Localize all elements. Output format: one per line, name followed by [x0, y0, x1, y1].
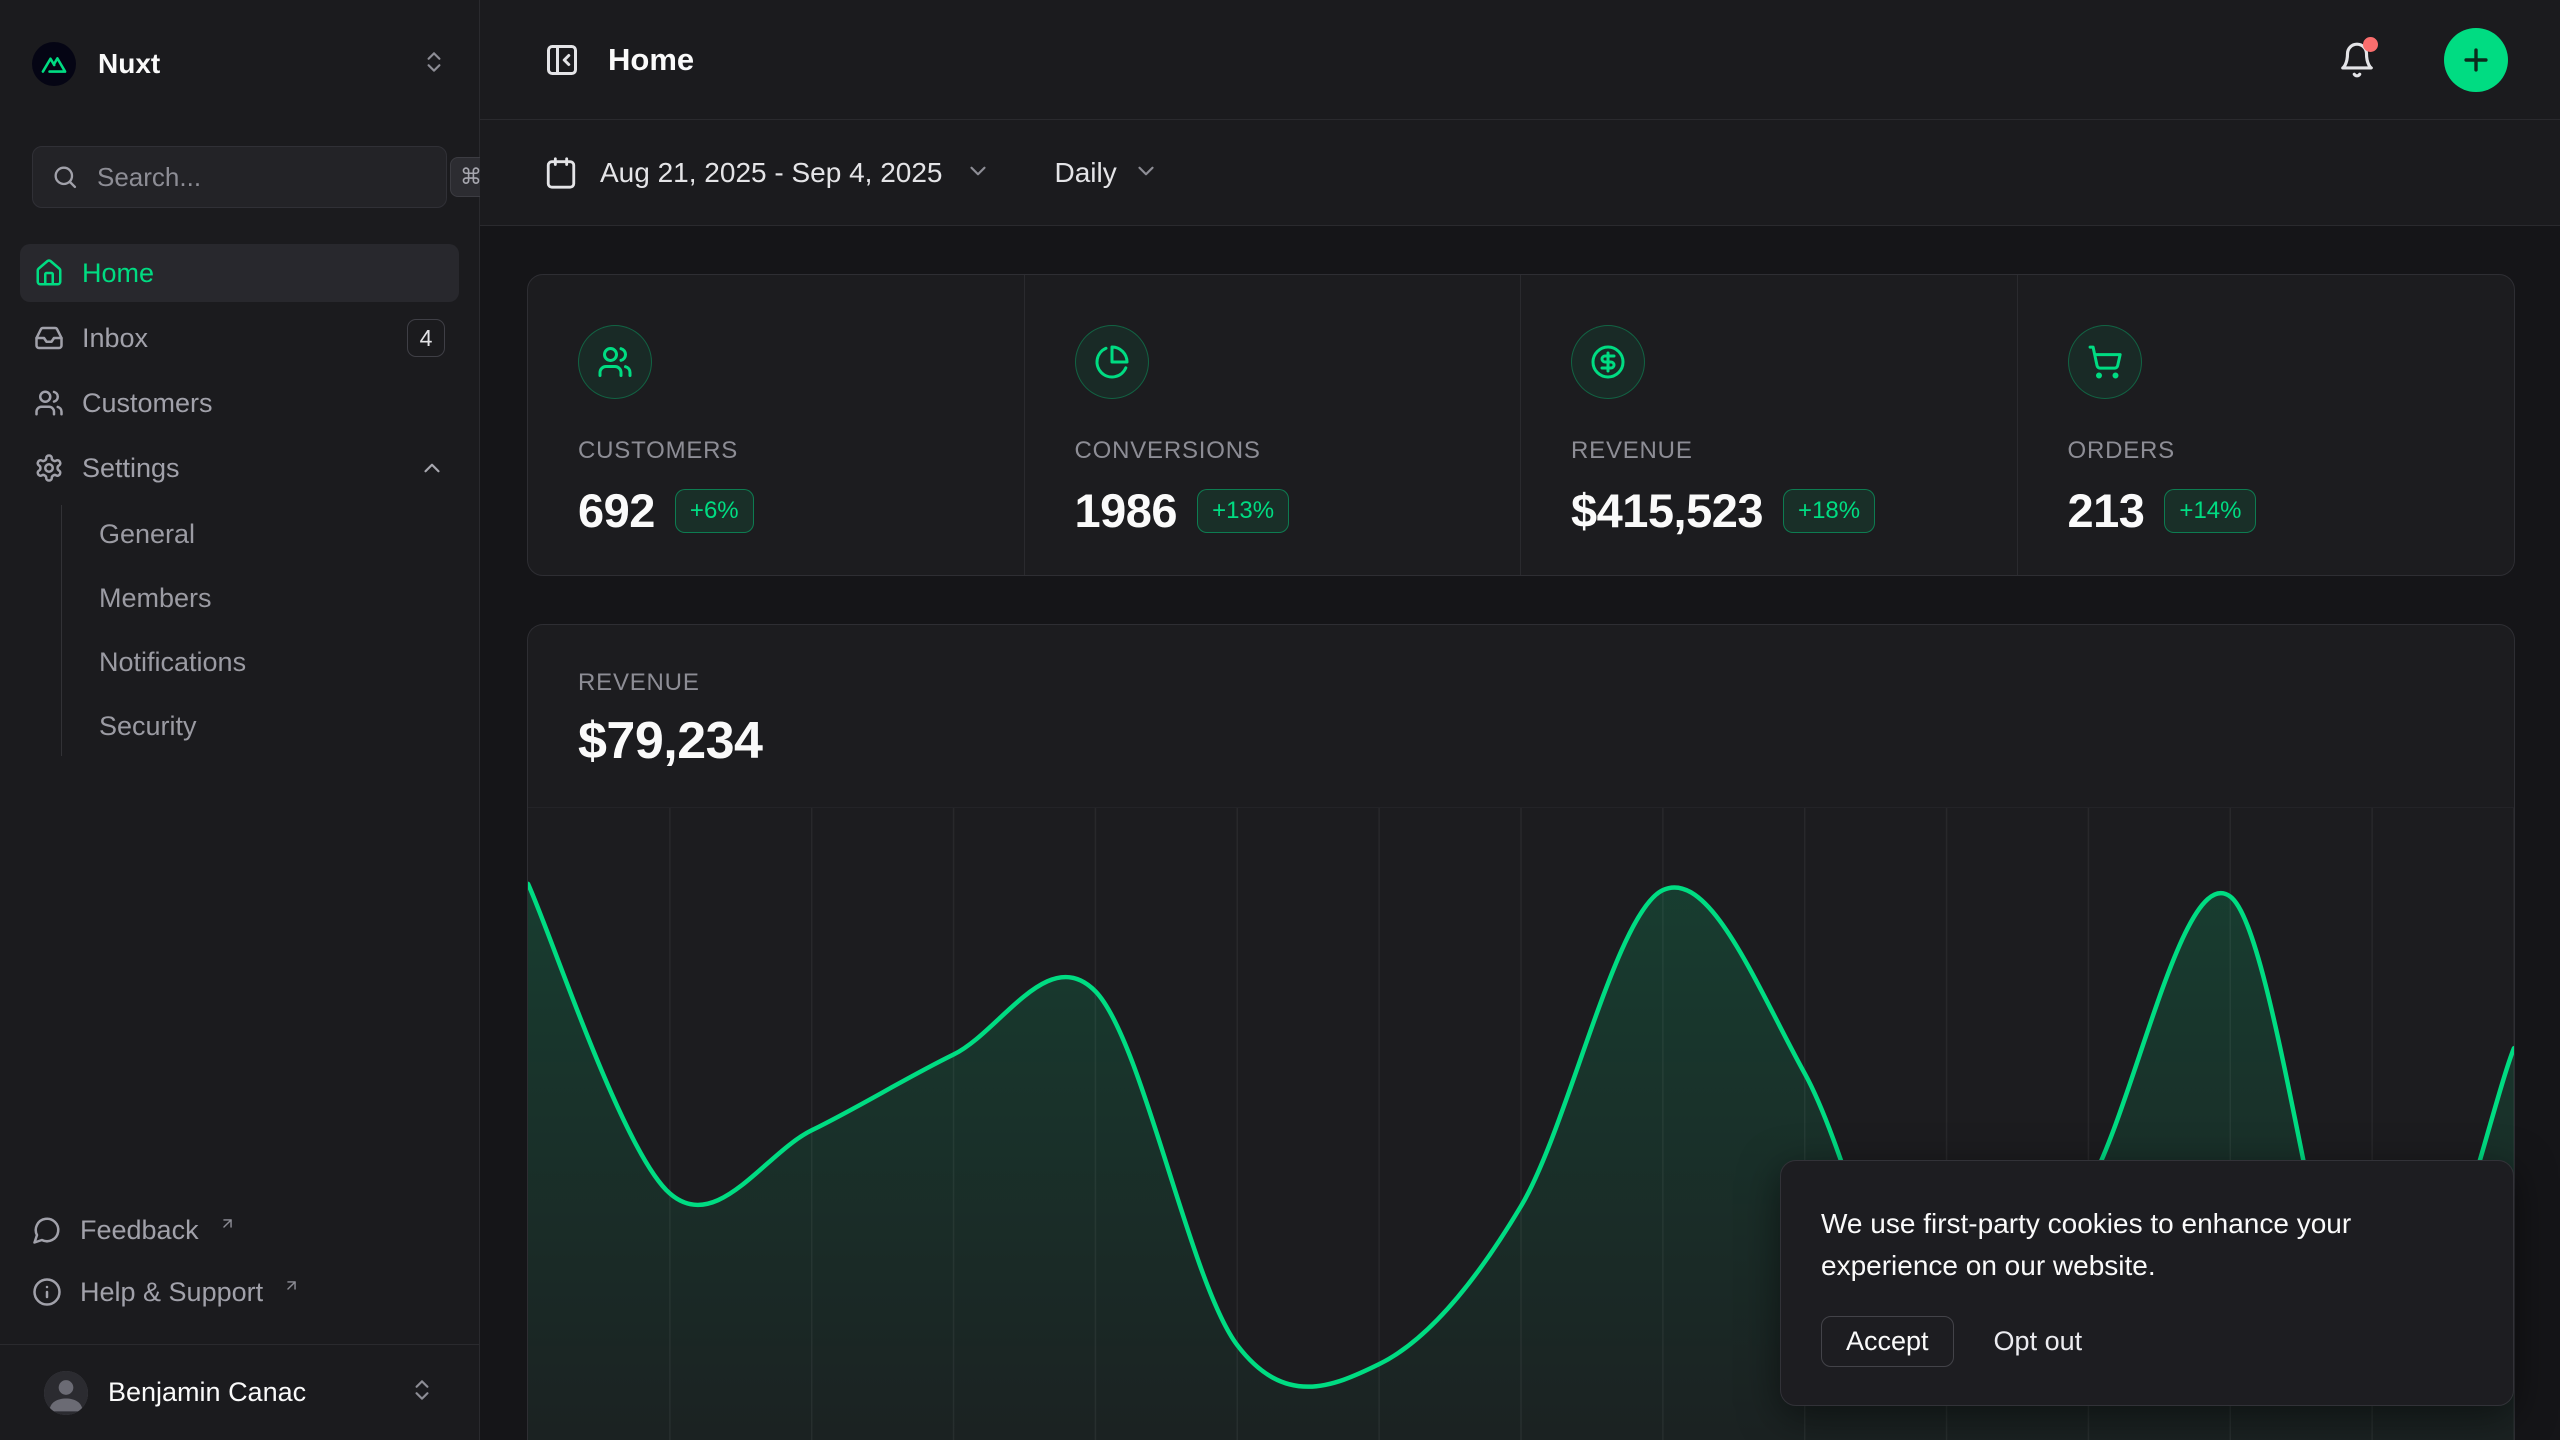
nuxt-logo-icon [32, 42, 76, 86]
chevrons-up-down-icon [409, 1377, 435, 1408]
accept-button[interactable]: Accept [1821, 1316, 1954, 1367]
date-range-picker[interactable]: Aug 21, 2025 - Sep 4, 2025 [544, 154, 991, 191]
chevrons-up-down-icon [421, 49, 447, 80]
chevron-down-icon [1133, 158, 1159, 191]
stat-value: 692 [578, 483, 655, 538]
stat-delta-badge: +14% [2164, 489, 2256, 533]
team-switcher[interactable]: Nuxt [20, 28, 459, 100]
date-range-value: Aug 21, 2025 - Sep 4, 2025 [600, 157, 943, 189]
sidebar-item-label: Inbox [82, 323, 389, 354]
sidebar-nav: Home Inbox 4 Customers Settings [20, 244, 459, 497]
feedback-link[interactable]: Feedback [32, 1204, 447, 1256]
inbox-count-badge: 4 [407, 319, 445, 357]
plus-icon [2459, 43, 2493, 77]
opt-out-button[interactable]: Opt out [1990, 1317, 2087, 1366]
sidebar-item-security[interactable]: Security [93, 697, 459, 756]
info-circle-icon [32, 1277, 62, 1307]
stats-card: CUSTOMERS 692 +6% CONVERSIONS 1986 +13% [527, 274, 2515, 576]
stat-revenue[interactable]: REVENUE $415,523 +18% [1521, 275, 2018, 575]
granularity-value: Daily [1055, 157, 1117, 189]
users-icon [34, 388, 64, 418]
sidebar-item-label: Settings [82, 453, 401, 484]
sidebar-collapse-icon[interactable] [544, 42, 580, 78]
external-link-icon [283, 1270, 300, 1301]
home-icon [34, 258, 64, 288]
notifications-button[interactable] [2338, 41, 2376, 79]
help-support-link[interactable]: Help & Support [32, 1266, 447, 1318]
sidebar: Nuxt ⌘ K Home Inbo [0, 0, 480, 1440]
stat-label: ORDERS [2068, 437, 2465, 465]
user-name: Benjamin Canac [108, 1377, 389, 1408]
sidebar-item-notifications[interactable]: Notifications [93, 633, 459, 692]
sidebar-item-general[interactable]: General [93, 505, 459, 564]
sidebar-item-settings[interactable]: Settings [20, 439, 459, 497]
sidebar-item-label: Home [82, 258, 445, 289]
dashboard-page: Nuxt ⌘ K Home Inbo [0, 0, 2560, 1440]
granularity-select[interactable]: Daily [1055, 154, 1159, 191]
stat-delta-badge: +6% [675, 489, 754, 533]
search-input[interactable] [97, 162, 432, 193]
dollar-circle-icon [1571, 325, 1645, 399]
cookie-banner: We use first-party cookies to enhance yo… [1780, 1160, 2514, 1406]
chevron-down-icon [965, 158, 991, 191]
users-icon [578, 325, 652, 399]
stat-orders[interactable]: ORDERS 213 +14% [2018, 275, 2515, 575]
add-button[interactable] [2444, 28, 2508, 92]
external-link-icon [219, 1208, 236, 1239]
filter-bar: Aug 21, 2025 - Sep 4, 2025 Daily [480, 120, 2560, 226]
settings-subtree: General Members Notifications Security [61, 505, 459, 756]
avatar [44, 1371, 88, 1415]
revenue-header: REVENUE $79,234 [528, 625, 2514, 807]
sidebar-footer: Feedback Help & Support [0, 1204, 479, 1344]
stat-delta-badge: +13% [1197, 489, 1289, 533]
gear-icon [34, 453, 64, 483]
cookie-message: We use first-party cookies to enhance yo… [1821, 1203, 2473, 1286]
stat-value: 213 [2068, 483, 2145, 538]
stat-conversions[interactable]: CONVERSIONS 1986 +13% [1025, 275, 1522, 575]
stat-label: REVENUE [1571, 437, 1967, 465]
inbox-icon [34, 323, 64, 353]
stat-value: $415,523 [1571, 483, 1763, 538]
stat-label: CUSTOMERS [578, 437, 974, 465]
sidebar-item-label: Customers [82, 388, 445, 419]
revenue-label: REVENUE [578, 669, 2464, 697]
sidebar-item-customers[interactable]: Customers [20, 374, 459, 432]
calendar-icon [544, 156, 578, 190]
cart-icon [2068, 325, 2142, 399]
chevron-up-icon [419, 455, 445, 481]
sidebar-item-members[interactable]: Members [93, 569, 459, 628]
page-title: Home [608, 42, 2310, 78]
pie-chart-icon [1075, 325, 1149, 399]
help-support-label: Help & Support [80, 1277, 263, 1308]
notification-dot [2363, 37, 2378, 52]
stat-delta-badge: +18% [1783, 489, 1875, 533]
topbar: Home [480, 0, 2560, 120]
stat-label: CONVERSIONS [1075, 437, 1471, 465]
sidebar-item-inbox[interactable]: Inbox 4 [20, 309, 459, 367]
stat-customers[interactable]: CUSTOMERS 692 +6% [528, 275, 1025, 575]
cookie-actions: Accept Opt out [1821, 1316, 2473, 1367]
feedback-label: Feedback [80, 1215, 199, 1246]
revenue-value: $79,234 [578, 711, 2464, 771]
stat-value: 1986 [1075, 483, 1178, 538]
team-name: Nuxt [98, 48, 399, 80]
message-circle-icon [32, 1215, 62, 1245]
sidebar-item-home[interactable]: Home [20, 244, 459, 302]
user-menu[interactable]: Benjamin Canac [0, 1344, 479, 1440]
search-icon [51, 163, 79, 191]
search-input-wrap[interactable]: ⌘ K [32, 146, 447, 208]
